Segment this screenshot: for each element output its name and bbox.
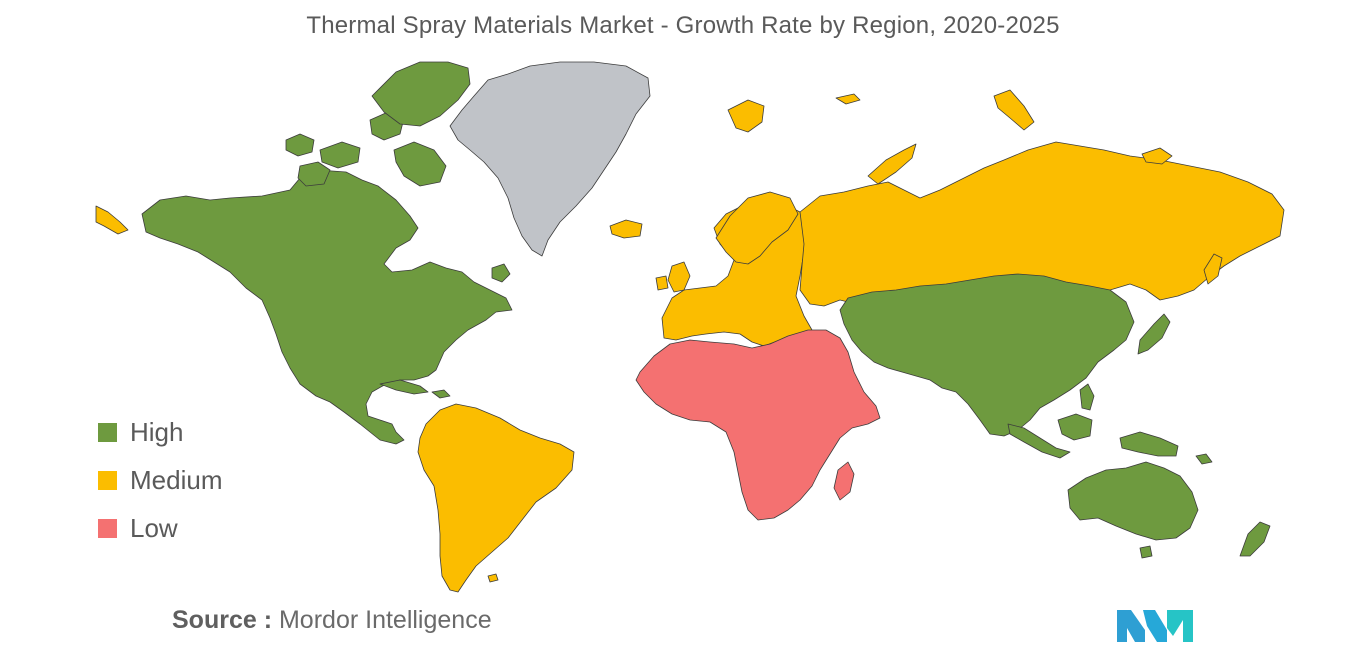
legend-swatch-low [98,518,117,538]
region-pacific-islands [1195,453,1213,465]
legend-swatch-high [98,422,117,442]
region-scandinavia [715,191,799,265]
region-japan [1137,313,1171,355]
legend-item-high: High [98,408,222,456]
region-svalbard [727,99,765,133]
legend-swatch-medium [98,470,117,490]
region-canadian-arctic-4 [297,161,331,187]
region-australia [1067,461,1199,541]
region-canadian-arctic-2 [319,141,361,169]
logo-middle-shape [1143,610,1167,642]
region-newfoundland [491,263,511,283]
source-key: Source : [172,606,273,634]
region-indonesia-2 [1057,413,1093,441]
legend-item-low: Low [98,504,222,552]
legend-label-low: Low [130,512,178,543]
region-indonesia-1 [1007,423,1071,459]
region-canadian-arctic-1 [285,133,315,157]
region-uk [667,261,691,293]
region-new-zealand [1239,521,1271,557]
region-severnaya-zemlya [1141,147,1173,165]
region-greenland [449,61,651,257]
source-value: Mordor Intelligence [278,606,492,634]
source-credit: Source : Mordor Intelligence [172,606,492,635]
chart-title: Thermal Spray Materials Market - Growth … [306,12,1060,39]
region-franz-josef [835,93,861,105]
region-madagascar [833,461,855,501]
legend-label-high: High [130,416,184,447]
region-hispaniola [431,389,451,399]
region-asia-pacific [839,273,1135,437]
region-south-america [417,403,575,593]
region-siberian-islands [993,89,1035,131]
region-tasmania [1139,545,1153,559]
legend-label-medium: Medium [130,464,223,495]
region-iceland [609,219,643,239]
region-ellesmere-island [371,61,471,127]
legend-item-medium: Medium [98,456,222,504]
mordor-intelligence-logo-icon [1117,610,1193,642]
region-baffin-island [393,141,447,187]
region-taiwan-philippines [1079,383,1095,411]
map-legend: High Medium Low [98,408,222,552]
region-middle-east-africa [635,329,881,521]
logo-left-shape [1117,610,1145,642]
region-falklands [487,573,499,583]
logo-right-shape [1167,610,1193,642]
region-north-america [141,169,513,445]
region-cuba [379,379,429,395]
region-sakhalin [1203,253,1223,285]
region-ireland [655,275,669,291]
region-alaska-west [95,205,129,235]
region-new-guinea [1119,431,1179,457]
region-novaya-zemlya [867,143,917,185]
